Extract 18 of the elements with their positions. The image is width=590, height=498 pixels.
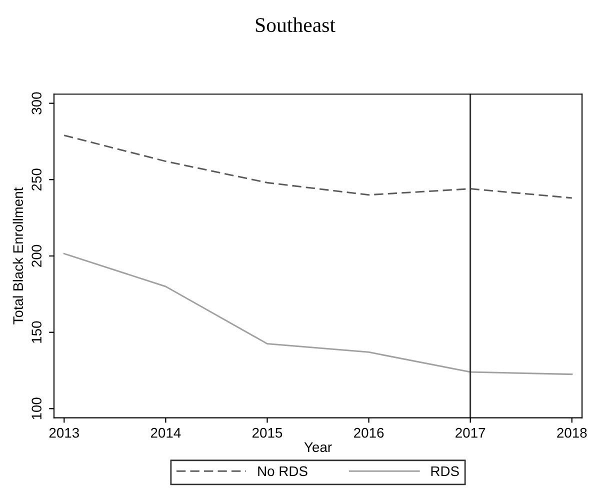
x-tick-label: 2013 xyxy=(49,428,79,438)
legend-label: No RDS xyxy=(258,466,308,476)
y-tick-label: 200 xyxy=(32,244,42,267)
y-tick-label: 150 xyxy=(32,321,42,343)
x-tick-label: 2018 xyxy=(557,428,587,438)
y-axis-title: Total Black Enrollment xyxy=(12,187,24,324)
x-tick-label: 2015 xyxy=(252,428,282,438)
chart-title: Southeast xyxy=(256,17,336,32)
y-tick-label: 100 xyxy=(32,398,42,420)
x-tick-label: 2016 xyxy=(354,428,384,438)
line-series xyxy=(63,252,573,376)
y-tick-label: 250 xyxy=(32,168,42,191)
line-series xyxy=(63,134,573,199)
legend-label: RDS xyxy=(431,466,459,476)
y-tick-label: 300 xyxy=(32,92,42,114)
x-tick-label: 2017 xyxy=(456,428,486,438)
x-tick-label: 2014 xyxy=(150,428,181,438)
x-axis-title: Year xyxy=(304,442,332,452)
